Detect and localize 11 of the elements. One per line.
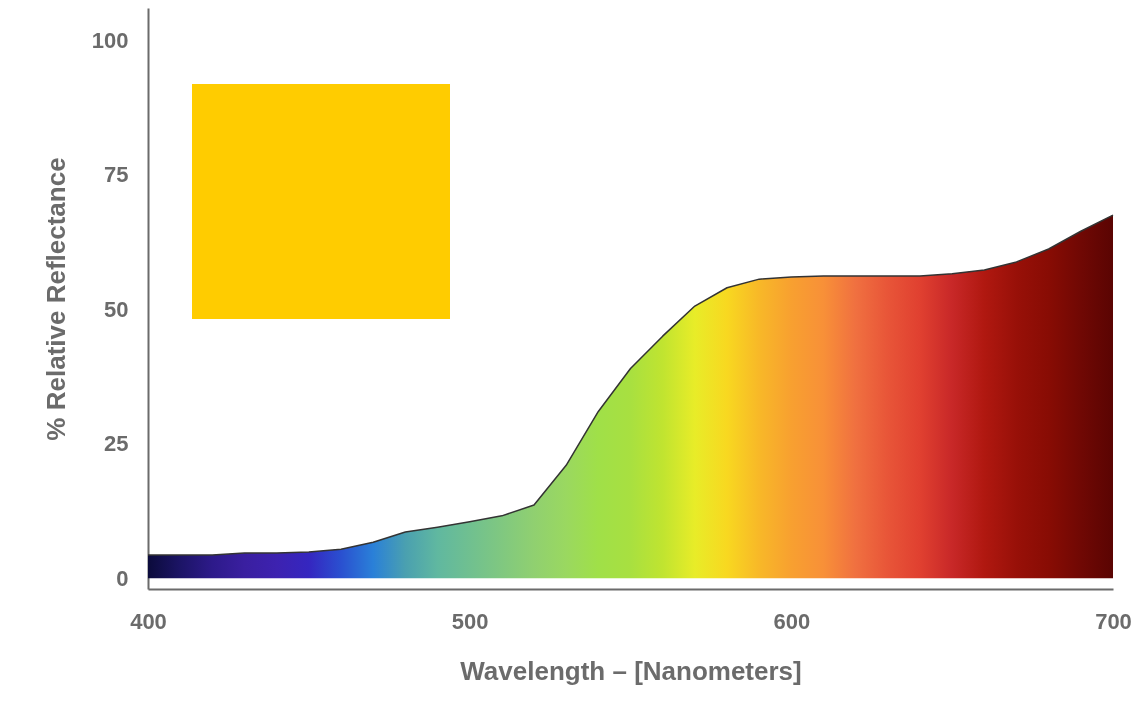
y-tick-label: 100 [91,27,129,53]
x-tick-label: 700 [1095,608,1132,634]
x-tick-label: 600 [773,608,811,634]
y-tick-label: 25 [104,431,129,457]
x-tick-label: 400 [130,608,167,634]
y-tick-label: 50 [104,296,129,322]
y-axis-title: % Relative Reflectance [40,157,71,441]
y-tick-label: 0 [116,565,129,591]
y-tick-label: 75 [104,162,129,188]
x-tick-label: 500 [451,608,489,634]
x-axis-title: Wavelength – [Nanometers] [460,655,802,686]
